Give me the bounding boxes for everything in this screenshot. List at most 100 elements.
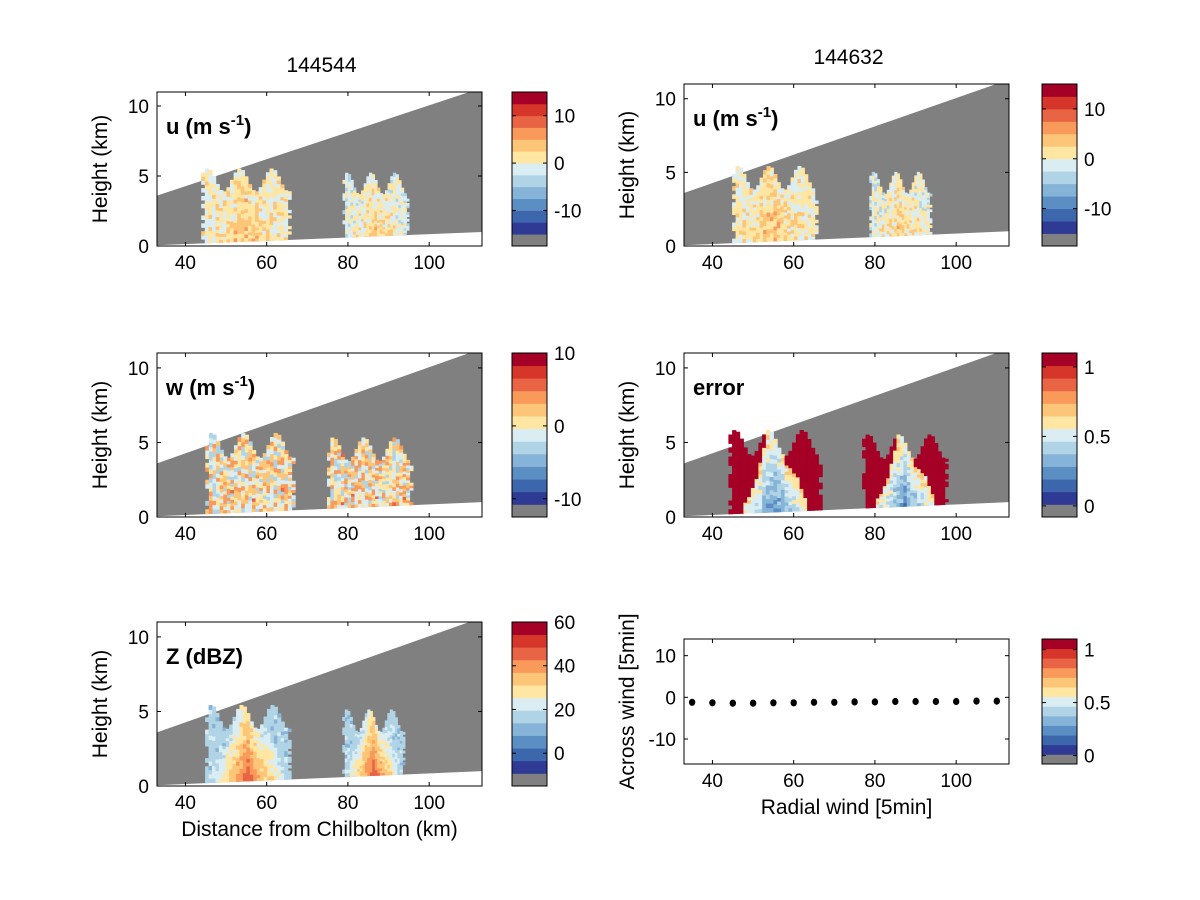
echo-cell — [879, 482, 884, 486]
echo-cell — [369, 211, 373, 216]
echo-cell — [790, 201, 795, 206]
echo-cell — [392, 739, 396, 744]
echo-cell — [387, 723, 391, 728]
echo-cell — [409, 468, 414, 472]
echo-cell — [248, 464, 253, 470]
echo-cell — [374, 730, 378, 734]
echo-cell — [769, 489, 774, 495]
echo-cell — [941, 470, 946, 474]
echo-cell — [874, 225, 878, 230]
echo-cell — [270, 709, 275, 714]
echo-cell — [374, 724, 378, 729]
colorbar-frame — [511, 621, 548, 787]
echo-cell — [759, 184, 764, 189]
echo-cell — [237, 184, 242, 190]
echo-cell — [252, 460, 257, 465]
echo-cell — [769, 212, 774, 218]
echo-cell — [277, 472, 282, 478]
echo-cell — [273, 743, 278, 748]
echo-cell — [333, 465, 338, 471]
echo-cell — [357, 456, 362, 461]
echo-cell — [270, 734, 275, 739]
echo-cell — [367, 771, 371, 777]
echo-cell — [263, 769, 268, 774]
echo-cell — [916, 189, 920, 194]
echo-cell — [212, 495, 217, 501]
echo-cell — [911, 188, 915, 192]
echo-cell — [350, 198, 354, 203]
echo-cell — [773, 174, 778, 179]
echo-cell — [732, 457, 737, 464]
echo-cell — [400, 203, 405, 207]
echo-cell — [385, 480, 390, 485]
echo-cell — [919, 173, 923, 178]
echo-cell — [889, 218, 893, 222]
echo-cell — [230, 231, 235, 236]
echo-cell — [244, 230, 249, 235]
echo-cell — [354, 745, 358, 749]
echo-cell — [390, 231, 394, 236]
echo-cell — [215, 235, 220, 240]
colorbar-swatch — [1042, 121, 1077, 135]
colorbar-swatch — [512, 92, 547, 105]
echo-cell — [256, 757, 261, 761]
echo-cell — [387, 220, 391, 225]
echo-cell — [244, 176, 249, 181]
echo-cell — [780, 223, 785, 227]
echo-cell — [251, 221, 256, 225]
echo-cell — [344, 724, 348, 729]
echo-cell — [263, 765, 268, 770]
echo-cell — [896, 450, 901, 456]
echo-cell — [327, 497, 331, 502]
echo-cell — [280, 184, 285, 189]
echo-cell — [758, 450, 763, 455]
colorbar-swatch — [1042, 677, 1077, 688]
echo-cell — [916, 224, 920, 229]
echo-cell — [384, 747, 388, 752]
echo-cell — [893, 465, 898, 470]
echo-cell — [871, 204, 875, 209]
echo-cell — [351, 496, 356, 500]
echo-cell — [223, 506, 228, 511]
echo-cell — [795, 438, 801, 444]
echo-cell — [232, 723, 237, 729]
echo-cell — [363, 201, 367, 205]
echo-cell — [277, 434, 282, 440]
echo-cell — [253, 742, 258, 746]
echo-cell — [284, 496, 289, 501]
echo-cell — [378, 475, 383, 479]
echo-cell — [886, 192, 890, 196]
echo-cell — [208, 194, 213, 199]
echo-cell — [244, 233, 249, 239]
echo-cell — [337, 497, 342, 502]
echo-cell — [739, 217, 743, 223]
echo-cell — [222, 239, 227, 243]
echo-cell — [886, 202, 890, 206]
echo-cell — [397, 766, 401, 770]
echo-cell — [350, 189, 354, 194]
echo-cell — [906, 205, 910, 208]
echo-cell — [208, 752, 213, 758]
echo-cell — [232, 770, 237, 775]
echo-cell — [363, 186, 367, 190]
echo-cell — [265, 221, 271, 226]
echo-cell — [375, 462, 380, 466]
echo-cell — [392, 224, 397, 229]
echo-cell — [350, 205, 354, 209]
y-tick-label: 5 — [138, 433, 149, 454]
echo-cell — [253, 757, 258, 761]
field-label-end: ) — [248, 375, 255, 400]
echo-cell — [226, 226, 231, 231]
echo-cell — [215, 206, 220, 211]
echo-cell — [807, 223, 812, 228]
echo-cell — [924, 483, 928, 488]
echo-cell — [387, 197, 391, 202]
echo-cell — [399, 482, 404, 486]
echo-cell — [750, 477, 756, 482]
x-tick-label: 100 — [940, 524, 972, 545]
echo-cell — [364, 491, 369, 496]
echo-cell — [354, 471, 359, 476]
echo-cell — [371, 201, 375, 206]
echo-cell — [881, 207, 885, 210]
